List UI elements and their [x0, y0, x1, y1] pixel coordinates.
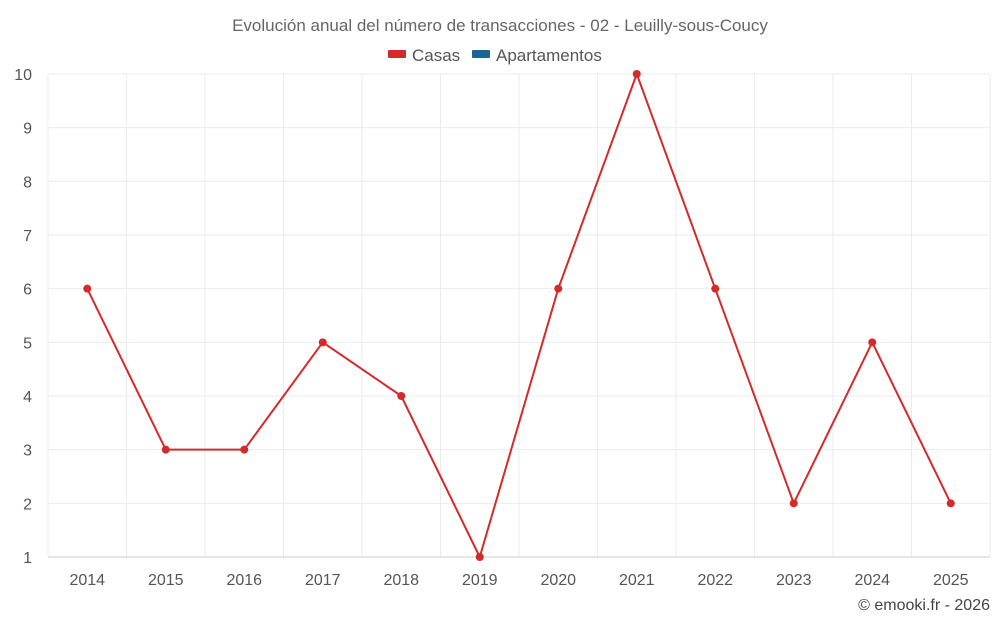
x-tick-label: 2015 [148, 572, 184, 589]
legend-item-casas[interactable]: Casas [388, 46, 460, 65]
data-point-casas-2025[interactable] [946, 499, 955, 508]
x-tick-label: 2021 [619, 572, 655, 589]
y-axis-tick-labels: 1 2 3 4 5 6 7 8 9 10 [14, 67, 32, 567]
data-point-casas-2019[interactable] [475, 553, 484, 561]
x-tick-label: 2022 [697, 572, 733, 589]
x-tick-label: 2014 [69, 572, 105, 589]
legend-label-casas: Casas [412, 46, 460, 65]
y-tick-label: 2 [23, 496, 32, 513]
y-tick-label: 9 [23, 121, 32, 138]
data-point-casas-2018[interactable] [397, 392, 406, 400]
x-axis-tick-labels: 2014 2015 2016 2017 2018 2019 2020 2021 2022 2023… [69, 572, 968, 589]
series-line-casas [86, 73, 952, 558]
credit-text: © emooki.fr - 2026 [858, 597, 990, 614]
legend-swatch-casas [388, 50, 406, 58]
x-tick-label: 2017 [305, 572, 341, 589]
y-tick-label: 6 [23, 282, 32, 299]
data-point-casas-2016[interactable] [240, 445, 249, 454]
legend-item-apartamentos[interactable]: Apartamentos [472, 46, 602, 65]
data-point-casas-2017[interactable] [318, 338, 327, 347]
legend-label-apartamentos: Apartamentos [496, 46, 602, 65]
data-point-casas-2020[interactable] [554, 284, 563, 293]
legend-swatch-apartamentos [472, 50, 490, 58]
x-tick-label: 2020 [540, 572, 576, 589]
y-tick-label: 1 [23, 550, 32, 567]
y-tick-label: 5 [23, 335, 32, 352]
data-point-casas-2021[interactable] [632, 70, 641, 78]
data-point-casas-2014[interactable] [83, 284, 92, 293]
y-tick-label: 3 [23, 443, 32, 460]
data-point-casas-2024[interactable] [868, 338, 877, 347]
series-layer [83, 70, 955, 561]
x-tick-label: 2016 [226, 572, 262, 589]
x-tick-label: 2019 [462, 572, 498, 589]
data-point-casas-2023[interactable] [789, 499, 798, 508]
y-tick-label: 7 [23, 228, 32, 245]
legend: Casas Apartamentos [388, 46, 602, 65]
x-tick-label: 2025 [933, 572, 969, 589]
y-tick-label: 8 [23, 174, 32, 191]
x-tick-label: 2024 [854, 572, 890, 589]
x-gridlines [47, 74, 991, 557]
x-tick-label: 2023 [776, 572, 812, 589]
x-tick-label: 2018 [383, 572, 419, 589]
data-point-casas-2022[interactable] [711, 284, 720, 293]
y-tick-label: 10 [14, 67, 32, 84]
y-tick-label: 4 [23, 389, 32, 406]
data-point-casas-2015[interactable] [161, 445, 170, 454]
chart-title: Evolución anual del número de transaccio… [232, 16, 768, 35]
